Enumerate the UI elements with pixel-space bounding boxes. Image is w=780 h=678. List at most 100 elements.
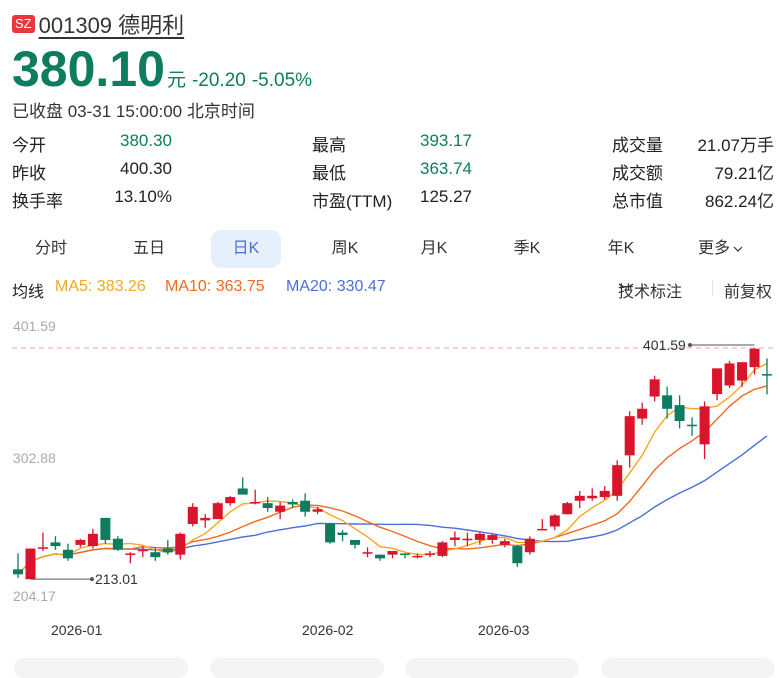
candle-body — [749, 348, 760, 368]
candle-body — [325, 524, 336, 543]
stat-value: 393.17 — [420, 131, 472, 150]
tab-季K[interactable]: 季K — [492, 230, 562, 268]
candle-body — [637, 408, 648, 419]
tab-日K[interactable]: 日K — [211, 230, 281, 268]
candle-body — [387, 550, 398, 555]
chevron-down-icon — [730, 240, 744, 257]
tab-周K[interactable]: 周K — [310, 230, 380, 268]
y-tick-label: 401.59 — [13, 318, 56, 334]
bottom-card[interactable] — [210, 658, 384, 678]
bottom-card[interactable] — [14, 658, 188, 678]
candle-body — [337, 532, 348, 536]
kline-chart[interactable]: 401.59 302.88 204.17 213.01 401.59 — [0, 300, 780, 610]
tech-annotation-label: 技术标注 — [618, 284, 683, 301]
candle-body — [112, 538, 123, 550]
candle-body — [499, 541, 510, 545]
stat-label: 市盈(TTM) — [312, 192, 393, 211]
x-label: 2026-01 — [51, 622, 103, 638]
stat-value: 79.21亿 — [714, 164, 774, 183]
candle-body — [612, 465, 623, 496]
stock-title-link[interactable]: 001309 德明利 — [38, 13, 185, 38]
candle-body — [25, 548, 36, 580]
candle-body — [300, 500, 311, 512]
candle-body — [150, 552, 161, 558]
adjust-mode-button[interactable]: 前复权 — [724, 284, 773, 301]
candle-body — [37, 547, 48, 549]
stat-value: 21.07万手 — [697, 136, 774, 155]
candle-body — [362, 552, 373, 554]
stat-label: 换手率 — [12, 192, 63, 211]
y-tick-label: 302.88 — [13, 450, 56, 466]
candle-body — [687, 424, 698, 427]
candle-body — [449, 537, 460, 540]
stat-label: 最高 — [312, 136, 346, 155]
stats-grid: 今开 380.30 最高 393.17 成交量 21.07万手 昨收 400.30 最低 363.… — [12, 131, 774, 215]
candle-body — [312, 509, 323, 512]
candle-body — [512, 546, 523, 564]
candle-body — [212, 503, 223, 520]
candle-body — [674, 405, 685, 422]
ma5-value: MA5: 383.26 — [55, 278, 146, 295]
candle-body — [225, 497, 236, 504]
ma-legend-bar: 均线 MA5: 383.26 MA10: 363.75 MA20: 330.47… — [12, 278, 774, 301]
candle-body — [350, 539, 361, 545]
candle-body — [662, 395, 673, 409]
stats-row: 今开 380.30 最高 393.17 成交量 21.07万手 — [12, 131, 774, 159]
candle-body — [737, 362, 748, 381]
candle-body — [412, 555, 423, 558]
candle-body — [125, 553, 136, 555]
ma10-value: MA10: 363.75 — [165, 278, 265, 295]
candle-body — [762, 374, 772, 376]
bottom-card[interactable] — [601, 658, 775, 678]
candle-body — [75, 539, 86, 545]
candle-body — [574, 495, 585, 501]
candle-body — [587, 495, 598, 499]
divider — [712, 280, 713, 296]
eye-closed-icon — [618, 278, 636, 296]
candle-body — [175, 533, 186, 555]
candle-body — [375, 554, 386, 559]
tab-label: 周K — [331, 240, 359, 257]
stat-value: 380.30 — [120, 131, 172, 150]
tab-label: 季K — [513, 240, 541, 257]
stat-value: 363.74 — [420, 159, 472, 178]
tab-月K[interactable]: 月K — [399, 230, 469, 268]
candle-body — [624, 416, 635, 456]
tab-label: 年K — [607, 240, 635, 257]
ma-label: 均线 — [12, 284, 45, 301]
tab-五日[interactable]: 五日 — [114, 230, 184, 268]
stock-header: SZ 001309 德明利 — [12, 8, 184, 40]
candle-body — [699, 406, 710, 445]
exchange-badge: SZ — [12, 15, 35, 33]
price-row: 380.10 元 -20.20 -5.05% — [12, 40, 312, 98]
candle-body — [87, 533, 98, 547]
stat-label: 最低 — [312, 164, 346, 183]
max-annotation-label: 401.59 — [643, 337, 686, 353]
tab-年K[interactable]: 年K — [586, 230, 656, 268]
bottom-cards — [0, 658, 780, 678]
candle-body — [424, 553, 435, 555]
candle-body — [562, 503, 573, 515]
candle-body — [399, 553, 410, 555]
tab-分时[interactable]: 分时 — [16, 230, 86, 268]
ma10-line — [17, 385, 768, 575]
ma5-line — [17, 362, 768, 575]
tab-label: 更多 — [697, 240, 730, 257]
candle-body — [137, 549, 148, 552]
bottom-card[interactable] — [405, 658, 579, 678]
candle-body — [649, 379, 660, 397]
stat-label: 今开 — [12, 136, 46, 155]
candle-body — [712, 368, 723, 395]
stat-label: 总市值 — [612, 192, 663, 211]
market-status: 已收盘 03-31 15:00:00 北京时间 — [12, 102, 255, 121]
candle-body — [200, 517, 211, 521]
kline-svg: 401.59 302.88 204.17 213.01 401.59 — [12, 318, 775, 604]
candle-body — [437, 542, 448, 556]
candle-body — [187, 506, 198, 525]
stat-label: 成交量 — [612, 136, 663, 155]
candle-body — [100, 517, 111, 540]
tab-更多[interactable]: 更多 — [686, 230, 756, 268]
candle-body — [50, 542, 61, 547]
x-label: 2026-03 — [478, 622, 530, 638]
tab-label: 月K — [420, 240, 448, 257]
